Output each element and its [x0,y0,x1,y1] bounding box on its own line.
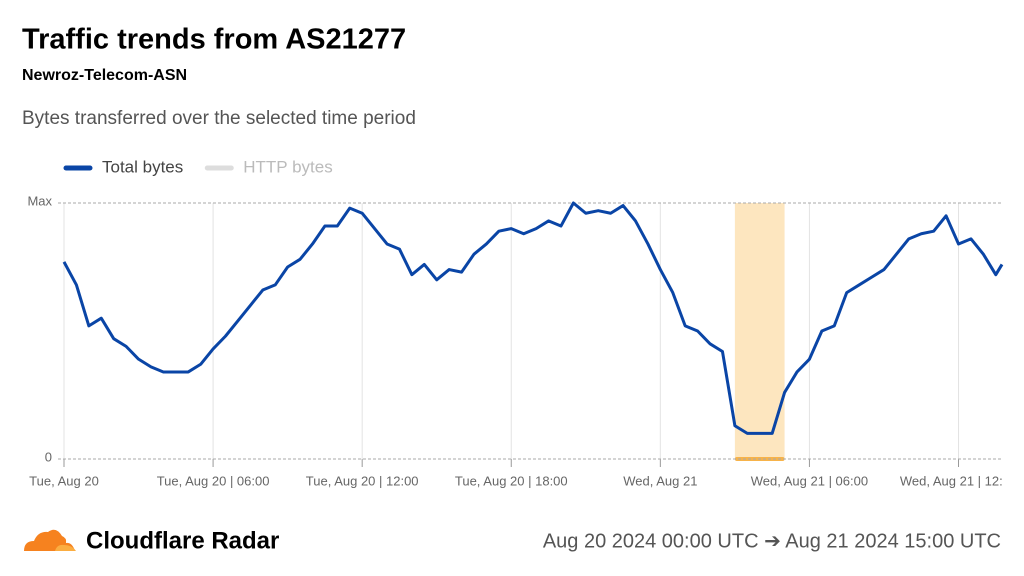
chart-subtitle: Newroz-Telecom-ASN [22,67,187,84]
chart-title: Traffic trends from AS21277 [22,24,406,56]
x-tick-label: Wed, Aug 21 [623,473,697,488]
data-line [62,201,1004,435]
legend-label: HTTP bytes [243,157,332,176]
logo-cloud-small [55,544,76,551]
brand-name: Cloudflare Radar [86,527,279,554]
y-tick-label: Max [27,193,52,208]
brand-logo [24,529,76,551]
x-tick-label: Tue, Aug 20 | 06:00 [157,473,270,488]
x-tick-label: Wed, Aug 21 | 12:00 [900,473,1017,488]
legend-label: Total bytes [102,157,183,176]
x-tick-label: Wed, Aug 21 | 06:00 [751,473,868,488]
x-tick-label: Tue, Aug 20 [29,473,99,488]
y-tick-label: 0 [45,449,52,464]
x-tick-label: Tue, Aug 20 | 18:00 [455,473,568,488]
time-period: Aug 20 2024 00:00 UTC ➔ Aug 21 2024 15:0… [543,530,1001,552]
chart-description: Bytes transferred over the selected time… [22,108,416,129]
x-tick-label: Tue, Aug 20 | 12:00 [306,473,419,488]
plot-area: Tue, Aug 20 Tue, Aug 20 | 06:00 Tue, Aug 2… [27,193,1017,488]
